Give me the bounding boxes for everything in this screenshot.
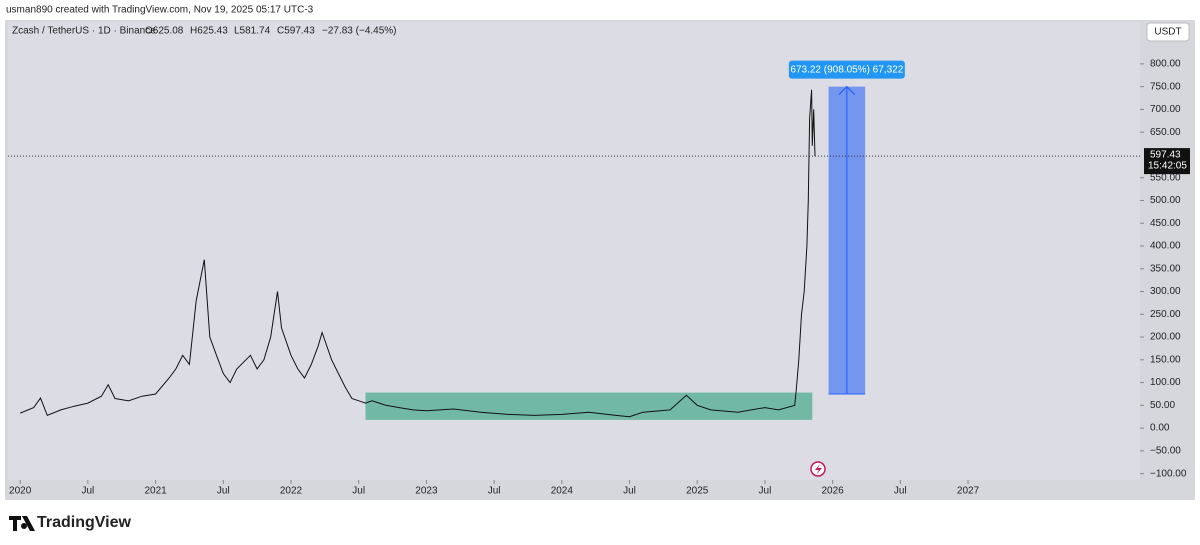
y-tick-label: 250.00: [1150, 309, 1181, 320]
y-tick-label: 750.00: [1150, 81, 1181, 92]
event-icon-bolt: [815, 464, 822, 475]
y-tick-label: 450.00: [1150, 218, 1181, 229]
x-tick-label: Jul: [352, 486, 365, 497]
y-tick-label: 700.00: [1150, 104, 1181, 115]
last-price-box: [1144, 148, 1190, 175]
accumulation-box: [365, 392, 813, 420]
x-tick-label: Jul: [488, 486, 501, 497]
measure-label: 673.22 (908.05%) 67,322: [790, 64, 903, 75]
price-line: [20, 89, 816, 418]
x-tick-label: 2026: [822, 486, 845, 497]
y-tick-label: −100.00: [1150, 468, 1187, 479]
currency-box[interactable]: [1146, 22, 1190, 42]
brand-logo: [9, 516, 35, 531]
y-tick-label: 350.00: [1150, 263, 1181, 274]
x-tick-label: 2027: [957, 486, 980, 497]
credit: usman890 created with TradingView.com, N…: [6, 5, 314, 16]
y-tick-label: 500.00: [1150, 195, 1181, 206]
y-tick-label: 650.00: [1150, 127, 1181, 138]
y-tick-label: 200.00: [1150, 332, 1181, 343]
x-tick-label: 2022: [280, 486, 303, 497]
ohlc-open: O625.08: [145, 26, 184, 37]
x-tick-label: 2020: [9, 486, 32, 497]
x-tick-label: Jul: [81, 486, 94, 497]
measure-arrowhead: [838, 85, 856, 96]
y-tick-label: 400.00: [1150, 241, 1181, 252]
x-tick-label: Jul: [894, 486, 907, 497]
x-tick-label: 2023: [415, 486, 438, 497]
x-tick-label: 2021: [144, 486, 167, 497]
y-tick-label: 150.00: [1150, 354, 1181, 365]
y-tick-label: −50.00: [1150, 446, 1181, 457]
currency[interactable]: USDT: [1154, 27, 1181, 38]
countdown: 15:42:05: [1148, 161, 1187, 172]
ohlc-change: −27.83 (−4.45%): [322, 26, 397, 37]
y-tick-label: 300.00: [1150, 286, 1181, 297]
y-tick-label: 100.00: [1150, 377, 1181, 388]
x-tick-label: Jul: [217, 486, 230, 497]
brand-logo-dot: [21, 523, 27, 529]
x-tick-label: Jul: [623, 486, 636, 497]
last-price-label: 597.43: [1150, 150, 1181, 161]
measure-label-box: [788, 60, 905, 79]
ohlc-close: C597.43: [277, 26, 315, 37]
symbol-title: Zcash / TetherUS · 1D · Binance: [12, 26, 156, 37]
brand: TradingView: [37, 514, 132, 531]
y-tick-label: 550.00: [1150, 172, 1181, 183]
x-tick-label: 2025: [686, 486, 709, 497]
ohlc-low: L581.74: [234, 26, 271, 37]
ohlc-high: H625.43: [190, 26, 228, 37]
y-tick-label: 0.00: [1150, 423, 1170, 434]
y-tick-label: 800.00: [1150, 59, 1181, 70]
y-tick-label: 50.00: [1150, 400, 1175, 411]
x-tick-label: 2024: [551, 486, 574, 497]
x-tick-label: Jul: [759, 486, 772, 497]
